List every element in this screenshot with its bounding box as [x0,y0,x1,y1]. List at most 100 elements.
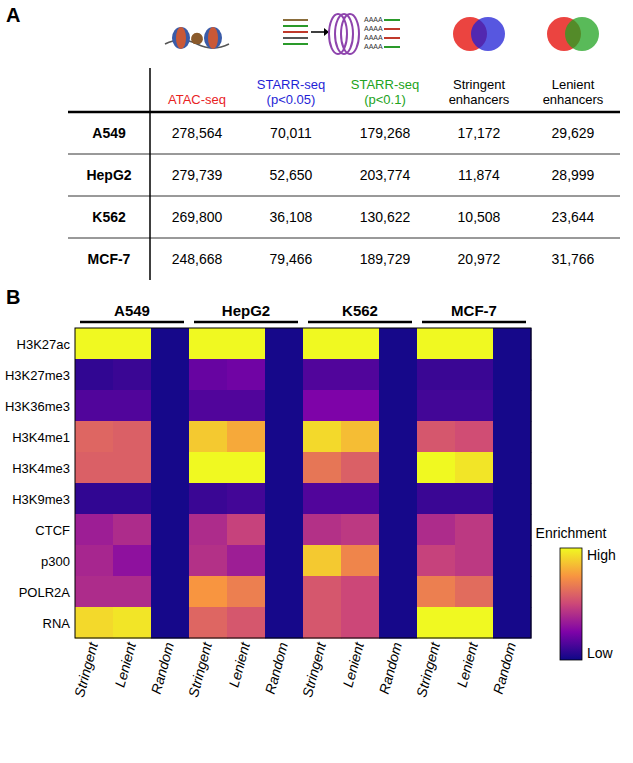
transposase-icon [191,33,203,44]
heatmap-cell [189,421,228,453]
plasmid-icon [341,14,359,54]
fragment-icon [283,43,308,45]
table: ATAC-seqSTARR-seq(p<0.05)STARR-seq(p<0.1… [68,68,620,280]
row-label: H3K4me3 [12,461,70,476]
column-label: Lenient [340,640,368,690]
polya-text: AAAA [364,43,383,50]
heatmap-cell [265,576,304,608]
heatmap-cell [189,576,228,608]
table-cell: 179,268 [360,125,411,141]
heatmap-cell [265,328,304,360]
heatmap-cell [455,390,494,422]
heatmap-cell [455,607,494,639]
column-label: Stringent [185,640,215,699]
heatmap-cell [455,545,494,577]
group-bar [422,321,526,324]
heatmap-cell [417,545,456,577]
heatmap-cell [417,390,456,422]
row-label: H3K27ac [17,337,71,352]
arrow-icon [311,31,324,33]
table-cell: 23,644 [552,209,595,225]
heatmap-cell [227,483,266,515]
row-label: H3K27me3 [5,368,70,383]
heatmap-cell [151,607,190,639]
heatmap-cell [341,514,380,546]
column-label: Random [376,640,405,696]
heatmap-cell [113,483,152,515]
heatmap-cell [303,545,342,577]
column-label: Stringent [413,640,443,699]
heatmap-cell [417,514,456,546]
heatmap-cell [379,359,418,391]
heatmap-cell [75,607,114,639]
heatmap-cell [417,452,456,484]
heatmap-cell [493,607,532,639]
heatmap-cell [75,483,114,515]
heatmap-cell [455,421,494,453]
heatmap-cell [493,359,532,391]
polya-text: AAAA [364,16,383,23]
heatmap-cell [303,483,342,515]
read-icon [384,46,400,48]
heatmap-cell [341,607,380,639]
heatmap-cell [227,390,266,422]
heatmap-cell [379,483,418,515]
table-cell: 203,774 [360,167,411,183]
heatmap-cell [151,359,190,391]
table-cell: 79,466 [270,251,313,267]
column-header: Lenientenhancers [543,77,604,107]
fragment-icon [283,37,308,39]
table-cell: 130,622 [360,209,411,225]
table-cell: 248,668 [172,251,223,267]
heatmap-cell [227,452,266,484]
heatmap-cell [379,576,418,608]
heatmap-cell [341,390,380,422]
venn-icon [471,17,505,51]
heatmap-cell [265,545,304,577]
table-cell: 269,800 [172,209,223,225]
table-rule [68,196,620,197]
colorbar-title: Enrichment [536,525,607,541]
heatmap-cell [493,421,532,453]
group-bar [194,321,298,324]
column-label: Random [490,640,519,696]
heatmap-cell [151,328,190,360]
column-label: Stringent [71,640,101,699]
heatmap-cell [303,421,342,453]
column-header: ATAC-seq [168,92,226,107]
heatmap-cell [75,421,114,453]
column-label: Random [148,640,177,696]
heatmap-cell [75,328,114,360]
group-bar [80,321,184,324]
table-cell: 52,650 [270,167,313,183]
heatmap-cell [417,359,456,391]
heatmap-cell [341,452,380,484]
heatmap-cell [493,576,532,608]
heatmap-cell [113,545,152,577]
row-label: H3K36me3 [5,399,70,414]
heatmap-cell [265,421,304,453]
heatmap-cell [113,390,152,422]
heatmap-cell [455,328,494,360]
heatmap-cell [341,545,380,577]
heatmap-cell [379,421,418,453]
heatmap-cell [151,421,190,453]
heatmap-cell [303,328,342,360]
heatmap-cell [379,545,418,577]
table-cell: 189,729 [360,251,411,267]
heatmap-cell [75,452,114,484]
heatmap-cell [303,390,342,422]
column-header: STARR-seq(p<0.1) [351,77,419,107]
group-bar [308,321,412,324]
heatmap-cell [303,514,342,546]
heatmap-cell [75,390,114,422]
table-cell: 11,874 [458,167,500,183]
heatmap-cell [265,359,304,391]
table-cell: 36,108 [270,209,313,225]
group-label: A549 [114,302,150,319]
heatmap-cell [227,328,266,360]
heatmap-cell [341,421,380,453]
figure: ABAAAAAAAAAAAAAAAAATAC-seqSTARR-seq(p<0.… [0,0,633,763]
heatmap-cell [113,328,152,360]
heatmap-cell [189,390,228,422]
